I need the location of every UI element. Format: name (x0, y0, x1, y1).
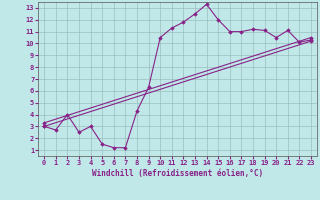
X-axis label: Windchill (Refroidissement éolien,°C): Windchill (Refroidissement éolien,°C) (92, 169, 263, 178)
